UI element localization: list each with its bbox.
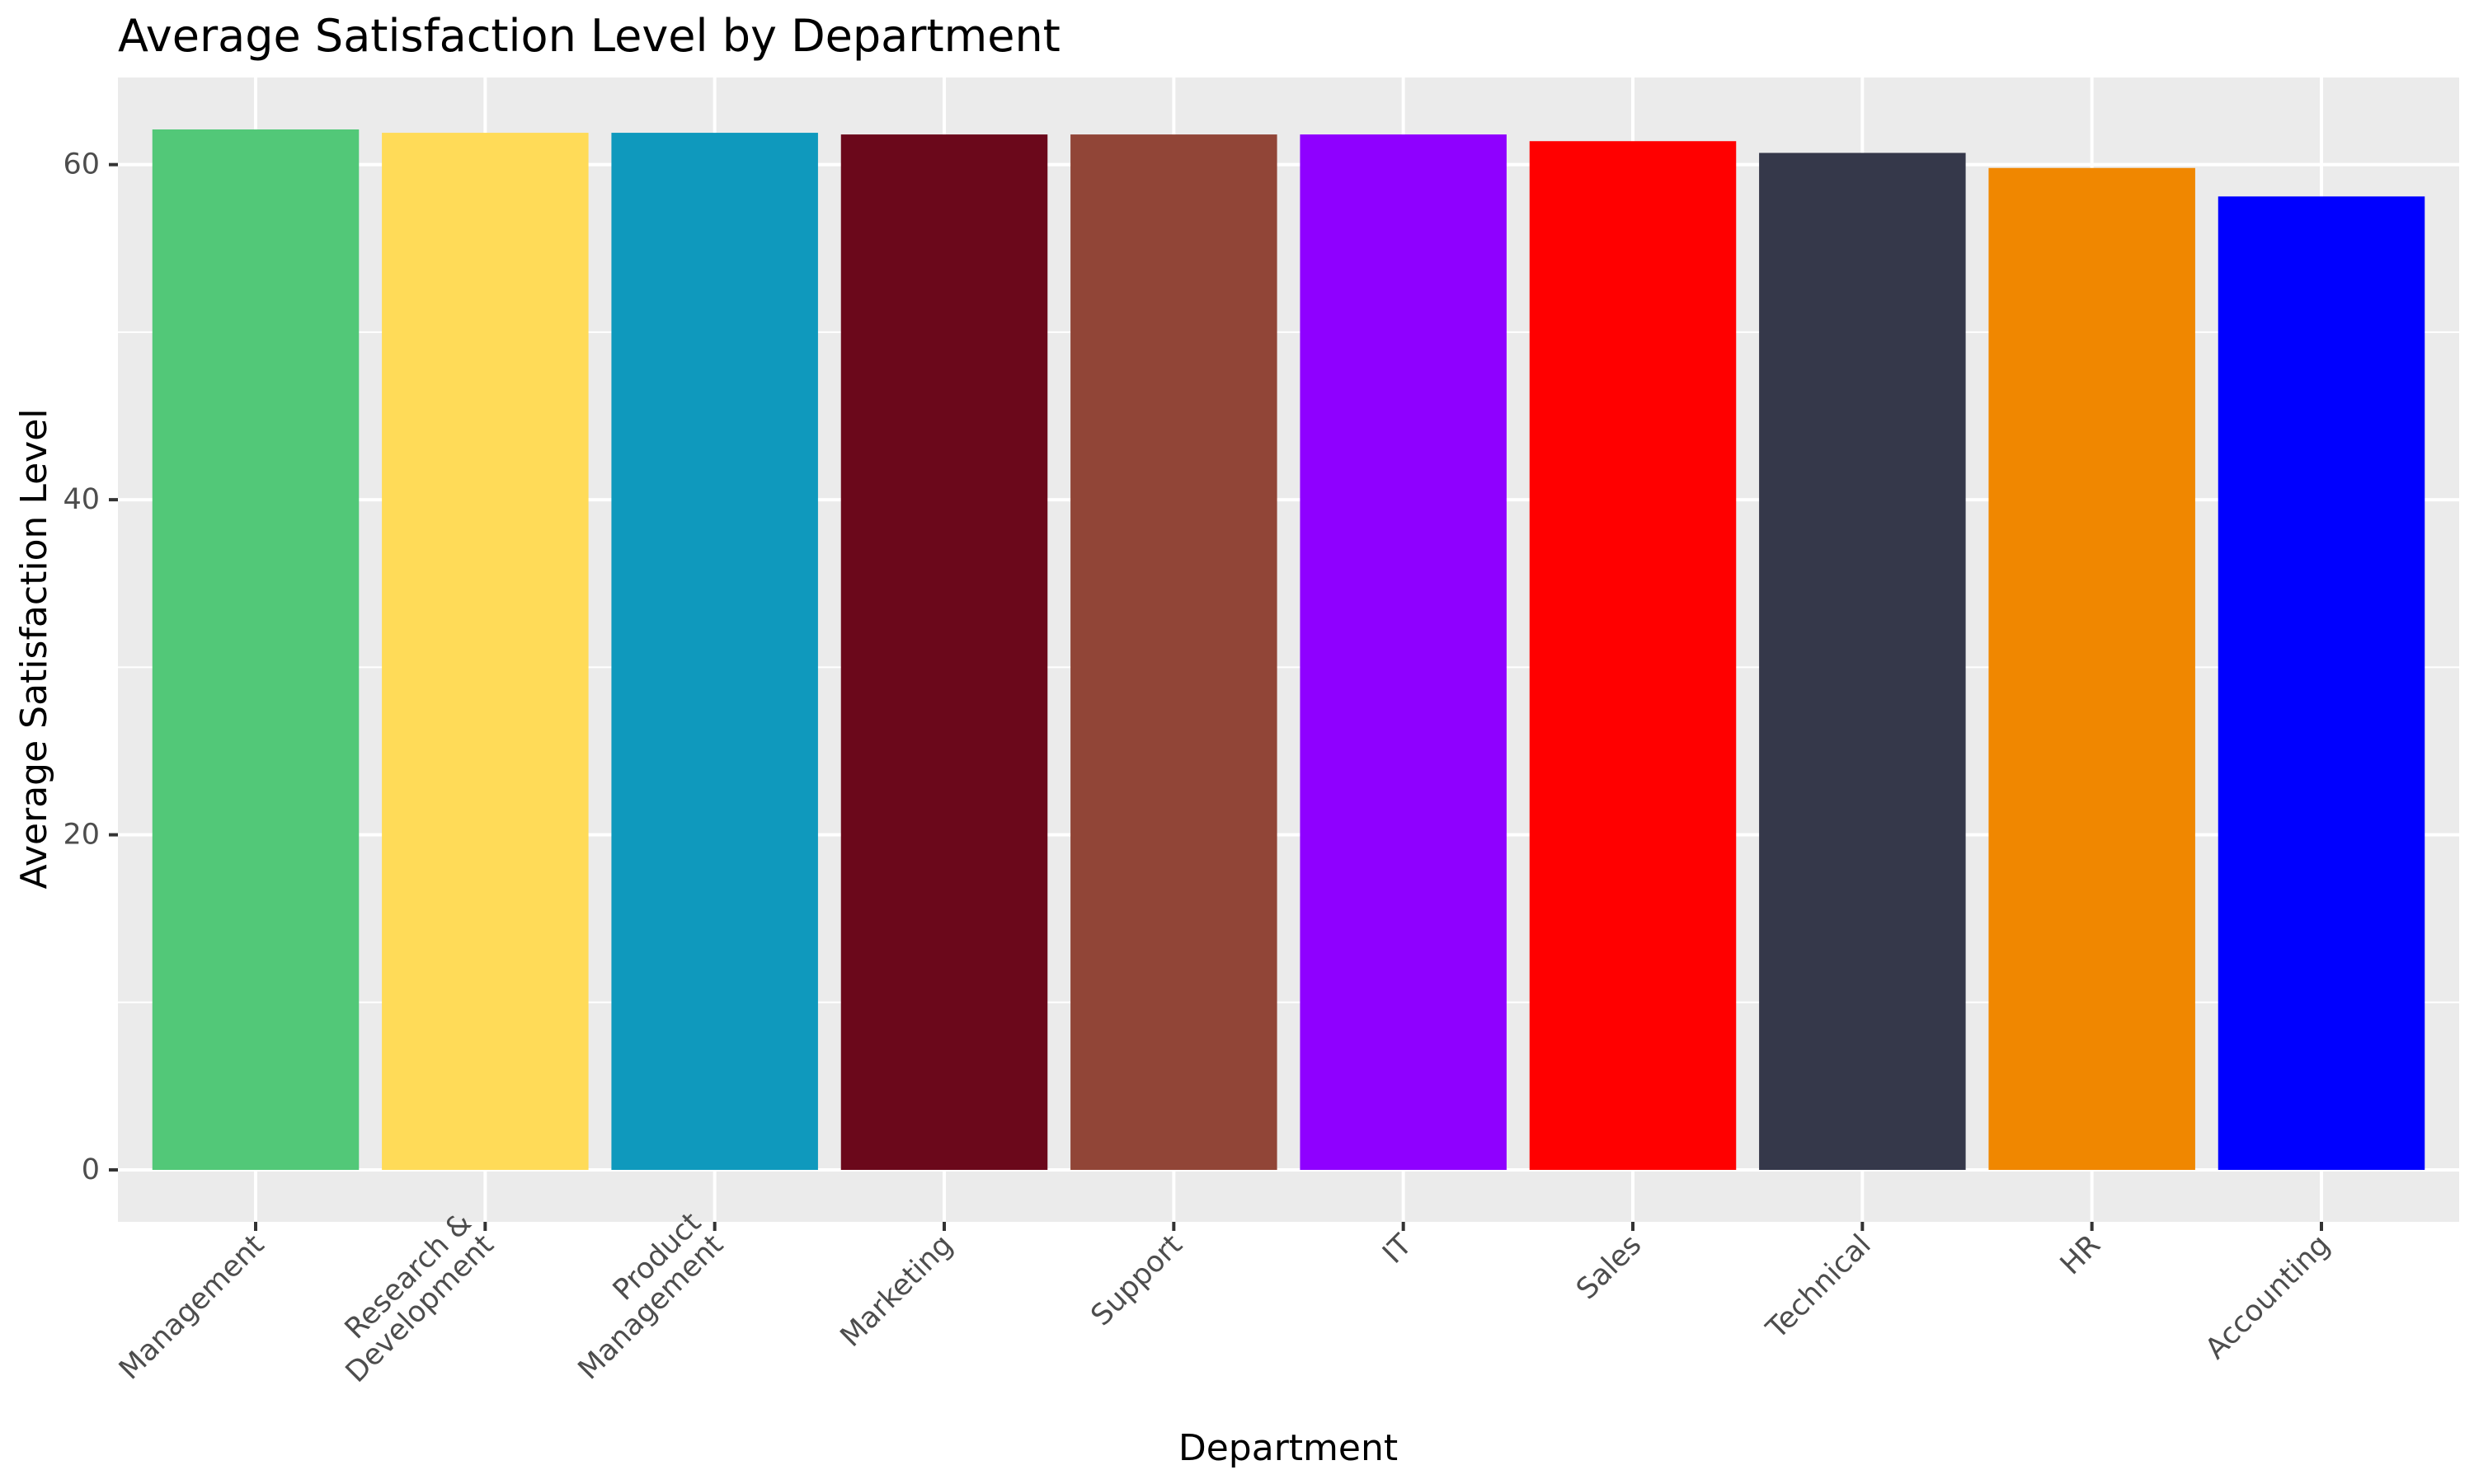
bar	[1988, 167, 2195, 1171]
x-tick-label: IT	[1376, 1228, 1418, 1270]
bars	[152, 129, 2425, 1171]
x-tick-label-line: IT	[1376, 1228, 1418, 1270]
x-axis: Management Research &Development ProductMa…	[113, 1206, 2336, 1389]
bar	[1529, 141, 1737, 1171]
bar	[611, 133, 818, 1171]
x-tick-label: Technical	[1760, 1228, 1878, 1346]
y-tick-label: 0	[82, 1153, 100, 1186]
x-tick-label: ProductManagement	[550, 1206, 730, 1386]
y-tick-label: 20	[63, 819, 100, 852]
bar	[840, 134, 1048, 1171]
x-tick-label: Research &Development	[317, 1206, 501, 1389]
bar	[1759, 153, 1966, 1171]
x-tick-label-line: Support	[1085, 1228, 1189, 1332]
x-tick-label-line: HR	[2054, 1228, 2107, 1281]
bar	[152, 129, 360, 1171]
x-tick-label-line: Management	[113, 1228, 270, 1386]
x-tick-label-line: Marketing	[835, 1228, 960, 1354]
x-tick-label: Accounting	[2199, 1228, 2336, 1365]
x-tick-label: HR	[2054, 1228, 2107, 1281]
x-tick-label: Support	[1085, 1228, 1189, 1332]
y-tick-label: 40	[63, 483, 100, 516]
x-tick-label: Management	[113, 1228, 270, 1386]
y-tick-label: 60	[63, 148, 100, 181]
bar	[2218, 196, 2425, 1171]
x-tick-label: Marketing	[835, 1228, 960, 1354]
y-axis: 0 20 40 60	[63, 148, 118, 1186]
x-tick-label-line: Technical	[1760, 1228, 1878, 1346]
x-tick-label-line: Sales	[1570, 1228, 1648, 1306]
bar	[382, 133, 589, 1171]
bar	[1300, 134, 1507, 1171]
chart-title: Average Satisfaction Level by Department	[118, 10, 1061, 62]
y-axis-title: Average Satisfaction Level	[13, 408, 55, 889]
x-tick-label: Sales	[1570, 1228, 1648, 1306]
bar	[1070, 134, 1277, 1171]
x-axis-title: Department	[1178, 1427, 1398, 1469]
x-tick-label-line: Accounting	[2199, 1228, 2336, 1365]
